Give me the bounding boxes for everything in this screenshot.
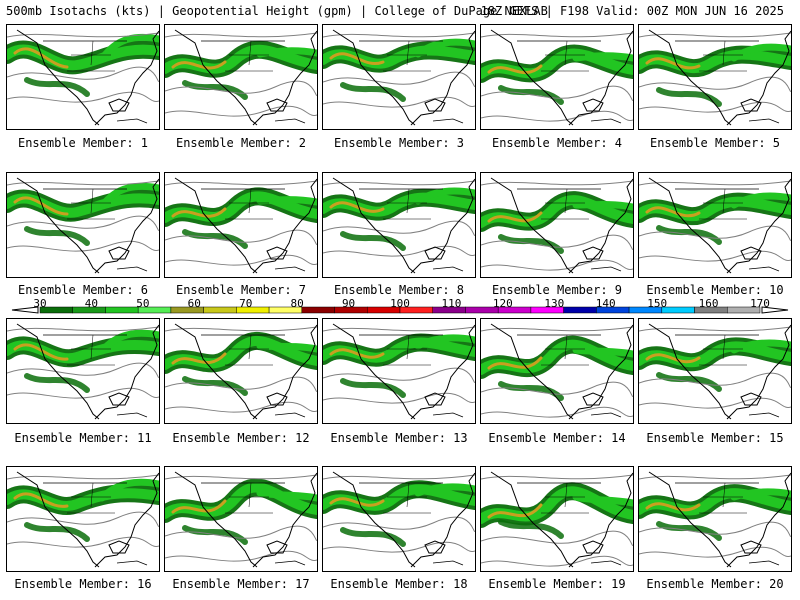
ensemble-member-label: Ensemble Member: 9 — [491, 283, 623, 297]
ensemble-map — [323, 323, 475, 420]
ensemble-map — [165, 471, 317, 568]
colorbar-right-arrow — [761, 306, 789, 314]
ensemble-map-panel — [322, 466, 476, 572]
ensemble-map-panel — [638, 172, 792, 278]
ensemble-member-label: Ensemble Member: 12 — [172, 431, 310, 445]
ensemble-member-label: Ensemble Member: 1 — [17, 136, 149, 150]
colorbar-tick-label: 30 — [33, 297, 47, 310]
colorbar-tick-label: 160 — [698, 297, 719, 310]
ensemble-map-panel — [6, 172, 160, 278]
ensemble-map — [481, 471, 633, 568]
ensemble-map-panel — [638, 24, 792, 130]
ensemble-map — [639, 29, 791, 126]
colorbar-tick-label: 170 — [750, 297, 770, 310]
colorbar-tick-label: 70 — [239, 297, 253, 310]
colorbar-cell — [301, 306, 335, 314]
ensemble-map — [323, 29, 475, 126]
ensemble-map-panel — [322, 172, 476, 278]
ensemble-member-label: Ensemble Member: 5 — [649, 136, 781, 150]
ensemble-member-label: Ensemble Member: 16 — [14, 577, 152, 591]
ensemble-map — [7, 323, 159, 420]
ensemble-member-label: Ensemble Member: 19 — [488, 577, 626, 591]
ensemble-map-panel — [164, 24, 318, 130]
ensemble-map-panel — [6, 318, 160, 424]
ensemble-map-panel — [638, 318, 792, 424]
colorbar-tick-label: 110 — [441, 297, 462, 310]
ensemble-member-label: Ensemble Member: 17 — [172, 577, 310, 591]
colorbar-tick-label: 60 — [187, 297, 201, 310]
ensemble-map — [481, 323, 633, 420]
colorbar-tick-label: 100 — [390, 297, 410, 310]
ensemble-map-panel — [322, 318, 476, 424]
ensemble-map-panel — [164, 466, 318, 572]
colorbar-cell — [563, 306, 597, 314]
ensemble-map — [7, 471, 159, 568]
ensemble-map — [481, 177, 633, 274]
colorbar-left-arrow — [11, 306, 39, 314]
ensemble-map-panel — [480, 318, 634, 424]
ensemble-map-panel — [164, 318, 318, 424]
colorbar-tick-label: 90 — [341, 297, 356, 310]
ensemble-member-label: Ensemble Member: 2 — [175, 136, 307, 150]
colorbar-tick-label: 120 — [492, 297, 513, 310]
ensemble-map — [323, 177, 475, 274]
colorbar-tick-label: 140 — [595, 297, 616, 310]
ensemble-map — [481, 29, 633, 126]
header-title: 500mb Isotachs (kts) | Geopotential Heig… — [6, 4, 548, 18]
colorbar — [11, 306, 789, 314]
colorbar-tick-label: 130 — [544, 297, 565, 310]
ensemble-map — [639, 323, 791, 420]
ensemble-map-panel — [480, 24, 634, 130]
header: 500mb Isotachs (kts) | Geopotential Heig… — [0, 0, 800, 22]
ensemble-map — [639, 471, 791, 568]
ensemble-map — [165, 323, 317, 420]
colorbar-tick-label: 150 — [647, 297, 668, 310]
ensemble-map — [7, 29, 159, 126]
ensemble-map-panel — [480, 172, 634, 278]
ensemble-member-label: Ensemble Member: 8 — [333, 283, 465, 297]
ensemble-map — [165, 29, 317, 126]
ensemble-member-label: Ensemble Member: 18 — [330, 577, 468, 591]
ensemble-member-label: Ensemble Member: 3 — [333, 136, 465, 150]
colorbar-cell — [727, 306, 761, 314]
ensemble-map-panel — [638, 466, 792, 572]
header-run-info: 18Z GEFS | F198 Valid: 00Z MON JUN 16 20… — [480, 4, 784, 18]
ensemble-map-panel — [6, 24, 160, 130]
ensemble-member-label: Ensemble Member: 6 — [17, 283, 149, 297]
ensemble-member-label: Ensemble Member: 10 — [646, 283, 784, 297]
colorbar-cell — [105, 306, 139, 314]
ensemble-map — [323, 471, 475, 568]
ensemble-map-panel — [322, 24, 476, 130]
colorbar-cell — [203, 306, 237, 314]
ensemble-map-panel — [6, 466, 160, 572]
ensemble-map — [639, 177, 791, 274]
ensemble-member-label: Ensemble Member: 20 — [646, 577, 784, 591]
ensemble-member-label: Ensemble Member: 11 — [14, 431, 152, 445]
ensemble-map — [7, 177, 159, 274]
ensemble-member-label: Ensemble Member: 7 — [175, 283, 307, 297]
colorbar-tick-label: 50 — [136, 297, 150, 310]
ensemble-map-panel — [480, 466, 634, 572]
colorbar-tick-label: 40 — [84, 297, 99, 310]
ensemble-member-label: Ensemble Member: 13 — [330, 431, 468, 445]
ensemble-member-label: Ensemble Member: 15 — [646, 431, 784, 445]
ensemble-map — [165, 177, 317, 274]
ensemble-member-label: Ensemble Member: 14 — [488, 431, 626, 445]
ensemble-member-label: Ensemble Member: 4 — [491, 136, 623, 150]
colorbar-tick-label: 80 — [290, 297, 304, 310]
ensemble-map-panel — [164, 172, 318, 278]
